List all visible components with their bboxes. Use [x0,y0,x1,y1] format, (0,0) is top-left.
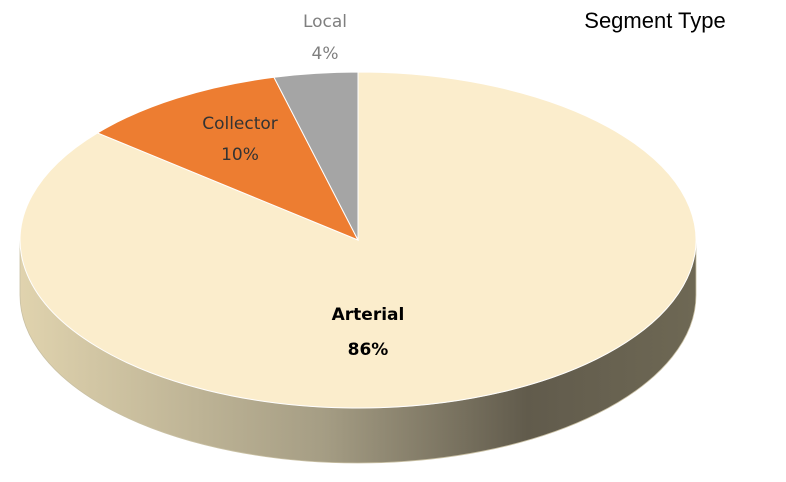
slice-label: Local [303,12,347,32]
pie-slice [273,71,359,241]
slice-label: Arterial [332,305,405,325]
slice-value-label: 86% [348,340,389,360]
slice-value-label: 10% [221,145,259,165]
slice-value-label: 4% [312,44,339,64]
pie-slice [96,76,360,241]
slice-label: Collector [202,114,278,134]
chart-title: Segment Type [584,8,725,33]
